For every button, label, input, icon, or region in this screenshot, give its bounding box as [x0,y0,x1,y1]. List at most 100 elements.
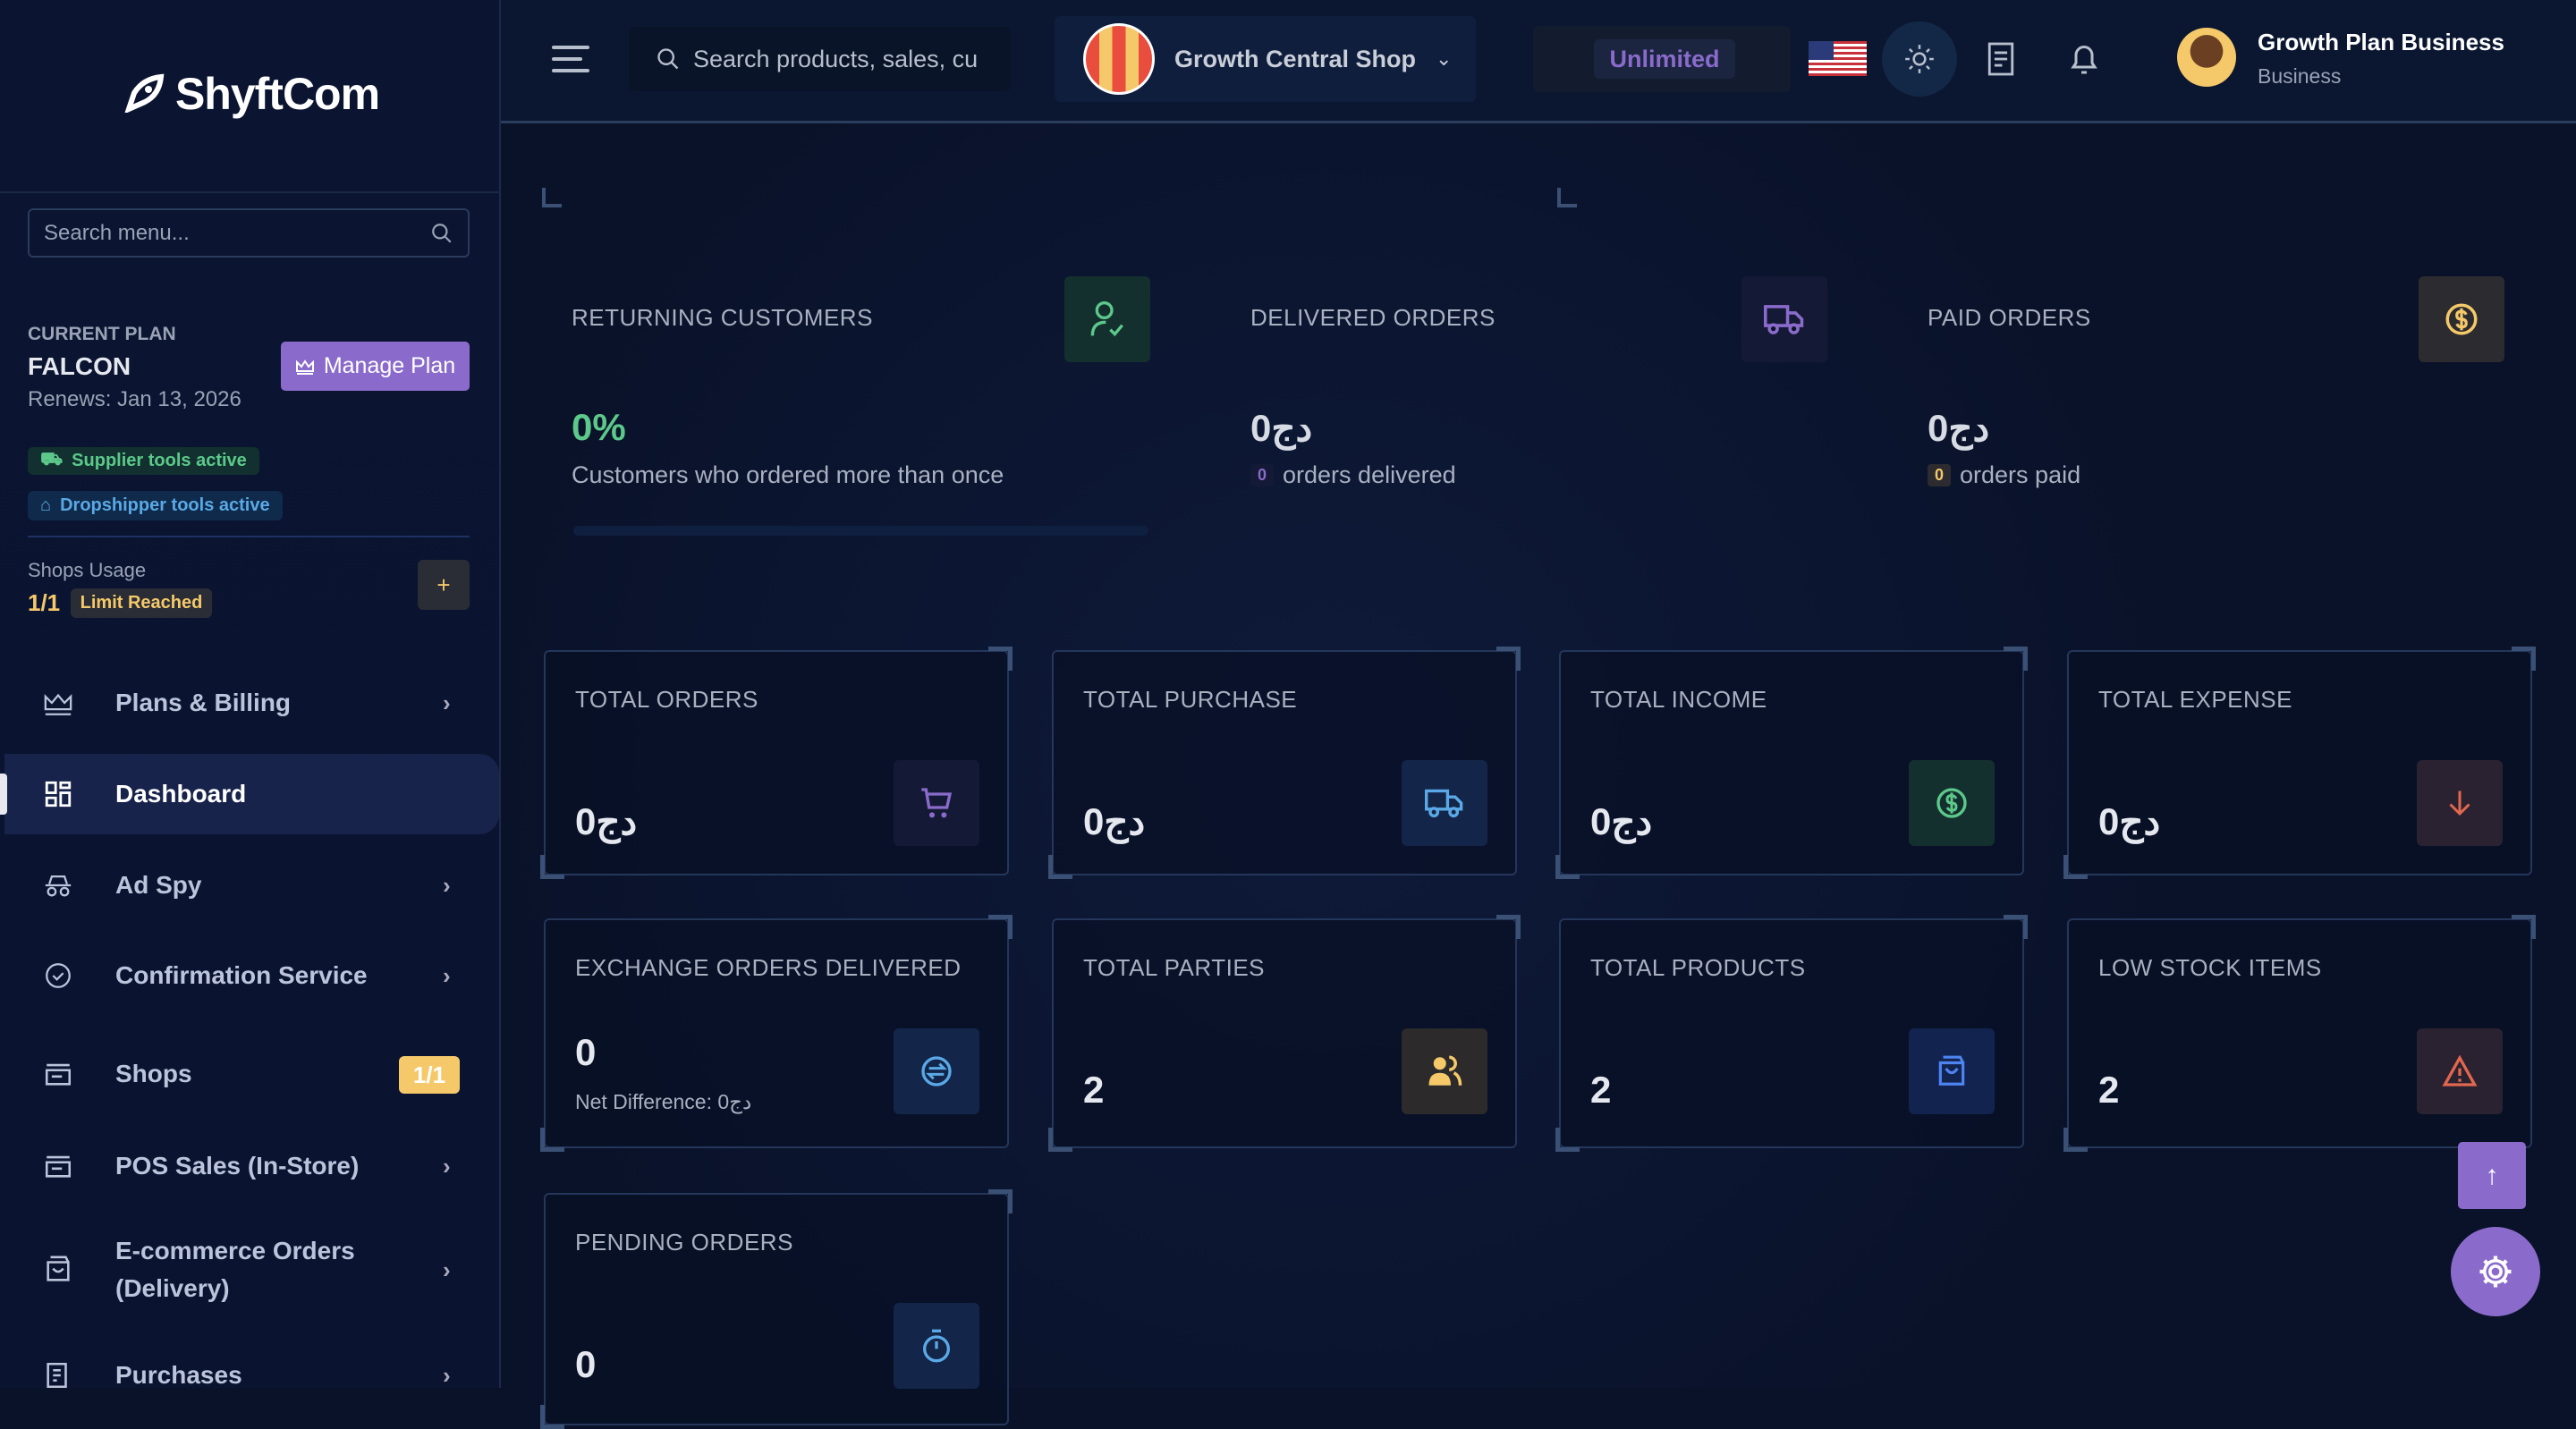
truck-icon: ⛟ [40,450,63,472]
store-icon [43,1059,73,1089]
card-icon-box [1909,760,1995,846]
card-icon-box [2417,1028,2503,1114]
store-icon: ⌂ [40,495,51,516]
stat-value: 0دج [1250,406,1312,450]
sidebar-item-label: Shops [115,1060,192,1088]
theme-toggle-button[interactable] [1882,21,1957,97]
card-value: 0دج [1083,799,1145,843]
dropshipper-tools-badge: ⌂Dropshipper tools active [28,491,283,520]
menu-search-input[interactable]: Search menu... [28,208,470,258]
chevron-right-icon: › [443,872,451,900]
sidebar-item-label: POS Sales (In-Store) [115,1152,359,1180]
divider [0,191,501,193]
card-total-parties: TOTAL PARTIES 2 [1052,918,1517,1148]
delivered-count-badge: 0 [1250,464,1274,486]
shop-selector[interactable]: Growth Central Shop ⌄ [1055,16,1476,102]
supplier-tools-badge: ⛟Supplier tools active [28,447,259,475]
us-flag-icon[interactable] [1809,41,1867,76]
sidebar-item-label: Dashboard [115,780,246,808]
card-title: LOW STOCK ITEMS [2098,954,2322,982]
manage-plan-button[interactable]: Manage Plan [281,342,470,391]
card-title: TOTAL PRODUCTS [1590,954,1806,982]
sidebar-item-confirmation-service[interactable]: Confirmation Service› [0,940,499,1011]
stat-value: 0% [572,406,626,449]
document-icon[interactable] [1986,41,2016,77]
add-shop-button[interactable]: + [418,560,470,610]
chevron-right-icon: › [443,1362,451,1390]
stat-subtext: Customers who ordered more than once [572,461,1004,489]
card-title: PENDING ORDERS [575,1229,793,1256]
card-value: 2 [1590,1069,1611,1112]
chevron-right-icon: › [443,962,451,990]
receipt-icon [43,1360,73,1391]
shop-avatar [1083,23,1155,95]
sidebar-item-label: Ad Spy [115,871,201,900]
card-total-expense: TOTAL EXPENSE 0دج [2067,650,2532,875]
dollar-circle-icon [1934,785,1970,821]
stat-title: DELIVERED ORDERS [1250,304,1496,332]
sidebar-item-plans-billing[interactable]: Plans & Billing› [0,667,499,739]
label-line-2: (Delivery) [115,1274,230,1302]
crown-icon [43,688,73,718]
brand-logo[interactable]: ShyftCom [0,68,501,120]
sidebar-item-dashboard[interactable]: Dashboard [4,754,499,834]
card-value: 0دج [575,799,637,843]
card-icon-box [894,1303,979,1389]
card-title: TOTAL PURCHASE [1083,686,1297,714]
chevron-right-icon: › [443,689,451,717]
sun-icon [1902,42,1936,76]
card-value: 0دج [2098,799,2160,843]
brand-name: ShyftCom [175,69,379,119]
card-low-stock: LOW STOCK ITEMS 2 [2067,918,2532,1148]
chevron-down-icon: ⌄ [1436,47,1452,71]
main-content: Search products, sales, cu Growth Centra… [501,0,2576,1388]
limit-reached-badge: Limit Reached [71,588,212,618]
card-icon-box [2417,760,2503,846]
plan-name: FALCON [28,352,131,381]
topbar: Search products, sales, cu Growth Centra… [501,0,2576,123]
card-value: 2 [2098,1069,2119,1112]
settings-fab-button[interactable] [2451,1227,2540,1316]
check-circle-icon [43,960,73,991]
sidebar-item-shops[interactable]: Shops 1/1 [0,1038,499,1110]
plan-renewal: Renews: Jan 13, 2026 [28,387,242,412]
corner-decoration [1557,188,1577,207]
sidebar-item-pos-sales[interactable]: POS Sales (In-Store)› [0,1130,499,1202]
scroll-to-top-button[interactable]: ↑ [2458,1142,2526,1209]
paid-count-badge: 0 [1928,464,1951,486]
current-plan-label: CURRENT PLAN [28,324,176,345]
card-icon-box [1909,1028,1995,1114]
user-check-icon [1089,300,1125,339]
card-pending-orders: PENDING ORDERS 0 [544,1193,1009,1425]
hamburger-menu-icon[interactable] [552,45,589,73]
card-title: TOTAL INCOME [1590,686,1767,714]
arrow-down-icon [2444,787,2476,819]
active-indicator [0,774,7,815]
dollar-circle-icon [2443,300,2480,338]
bell-icon[interactable] [2068,39,2100,79]
sidebar-item-ecommerce-orders[interactable]: E-commerce Orders(Delivery)› [0,1225,499,1315]
global-search-input[interactable]: Search products, sales, cu [629,27,1011,91]
card-total-purchase: TOTAL PURCHASE 0دج [1052,650,1517,875]
truck-icon [1764,303,1805,335]
rocket-icon [122,73,166,113]
shops-usage-label: Shops Usage [28,559,146,582]
shop-name: Growth Central Shop [1174,46,1416,73]
spy-icon [43,870,73,901]
stat-icon-box [1741,276,1827,362]
unlimited-badge[interactable]: Unlimited [1594,39,1735,79]
corner-decoration [542,188,562,207]
stat-title: PAID ORDERS [1928,304,2091,332]
card-title: TOTAL EXPENSE [2098,686,2292,714]
manage-plan-label: Manage Plan [324,353,455,379]
card-title: EXCHANGE ORDERS DELIVERED [575,954,961,982]
card-icon-box [894,760,979,846]
truck-icon [1425,788,1464,818]
user-avatar[interactable] [2177,28,2236,87]
sidebar-item-purchases[interactable]: Purchases› [0,1340,499,1411]
card-title: TOTAL ORDERS [575,686,758,714]
stat-value: 0دج [1928,406,1989,450]
warning-icon [2441,1053,2479,1089]
stat-title: RETURNING CUSTOMERS [572,304,873,332]
sidebar-item-ad-spy[interactable]: Ad Spy › [0,850,499,921]
